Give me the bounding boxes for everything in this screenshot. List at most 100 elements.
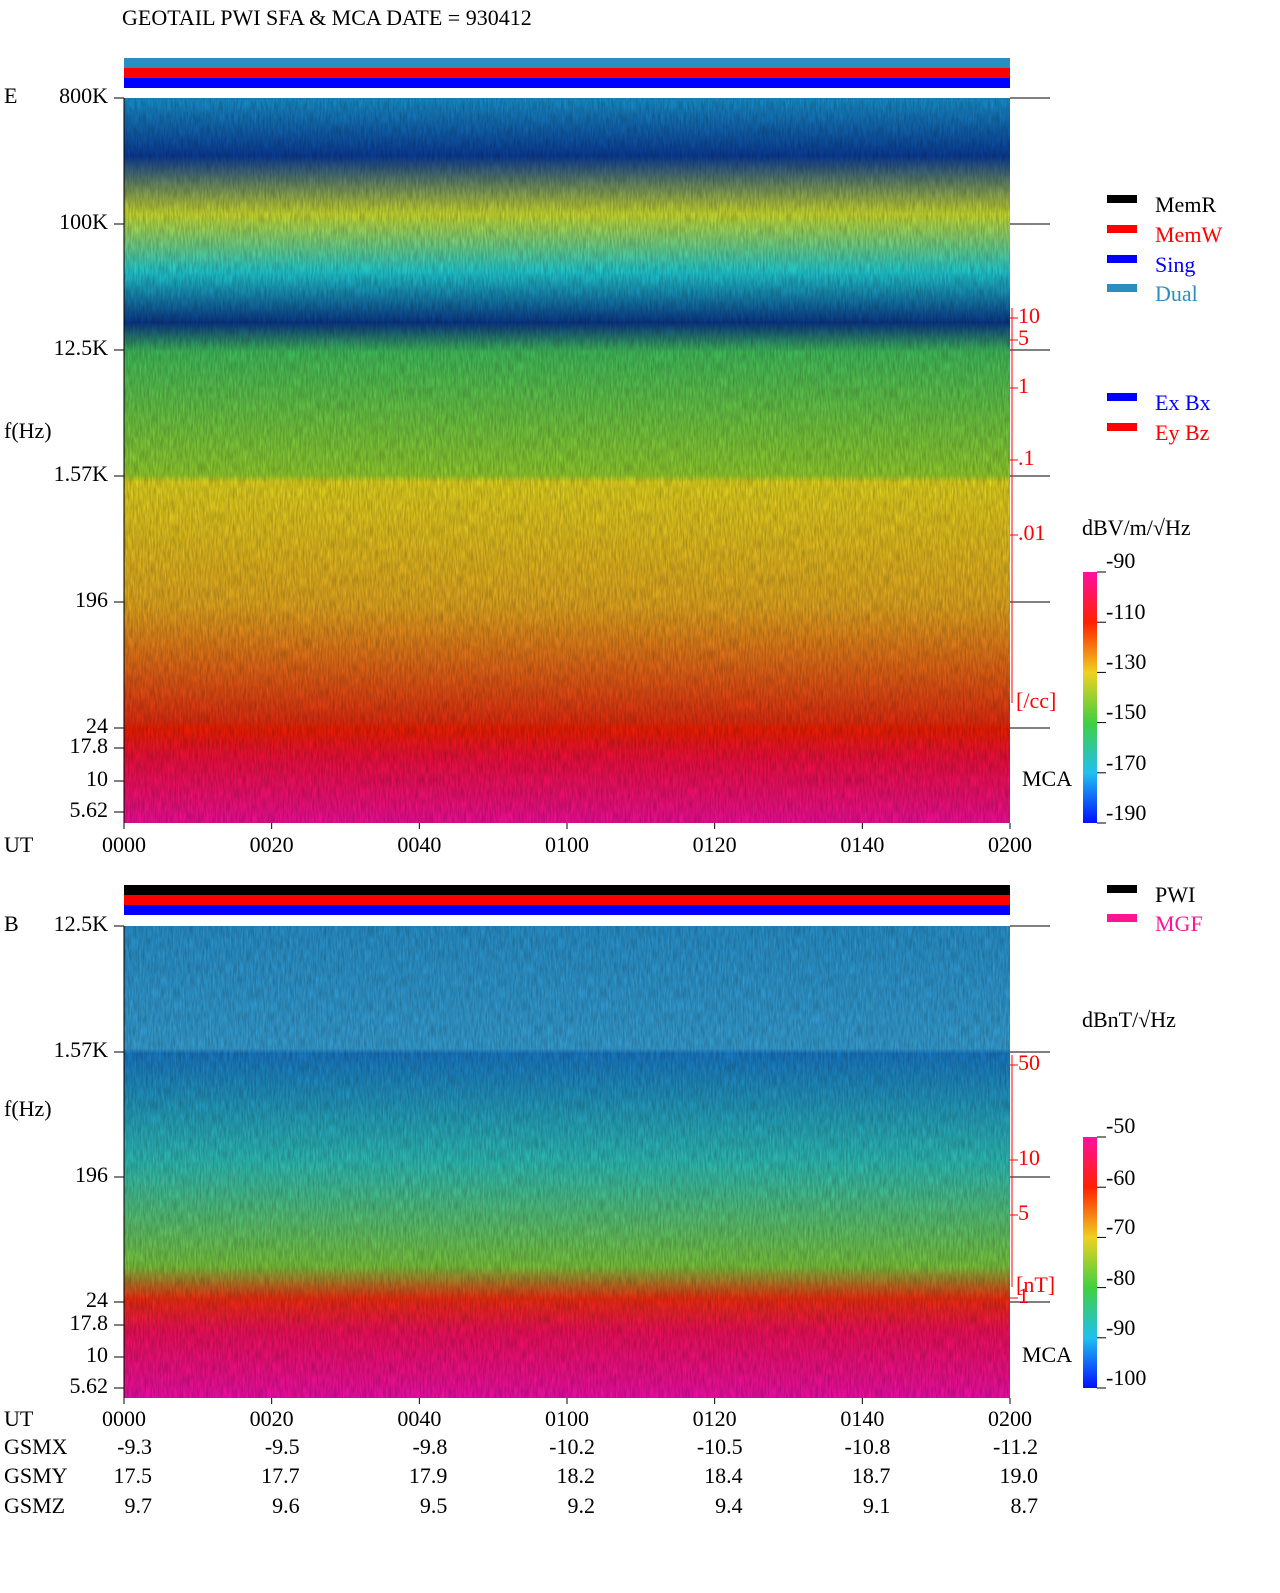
orbit-value: 17.9: [409, 1463, 448, 1488]
density-tick-label: .01: [1018, 520, 1046, 545]
x-tick-label: 0020: [250, 1406, 294, 1431]
legend-label: Ey Bz: [1155, 420, 1210, 445]
y-tick-label: 100K: [59, 209, 108, 234]
y-tick-label: 12.5K: [54, 911, 109, 936]
density-tick-label: 5: [1018, 325, 1029, 350]
y-tick-label: 5.62: [70, 797, 109, 822]
x-tick-label: 0000: [102, 1406, 146, 1431]
panel-label: E: [4, 83, 17, 108]
legend-swatch: [1107, 423, 1137, 431]
density-tick-label: 10: [1018, 303, 1040, 328]
orbit-value: -9.8: [413, 1434, 448, 1459]
y-tick-label: 196: [75, 587, 108, 612]
y-tick-label: 17.8: [70, 733, 109, 758]
orbit-value: 17.7: [261, 1463, 300, 1488]
orbit-value: 9.1: [863, 1493, 891, 1518]
orbit-value: 9.6: [272, 1493, 300, 1518]
legend-label: MemR: [1155, 192, 1216, 217]
spectrogram-texture: [124, 98, 1010, 823]
mode-bar: [124, 885, 1010, 895]
orbit-value: -9.3: [117, 1434, 152, 1459]
legend-swatch: [1107, 914, 1137, 922]
x-tick-label: 0120: [693, 832, 737, 857]
y-axis-label: f(Hz): [4, 1096, 52, 1121]
orbit-value: 9.2: [568, 1493, 596, 1518]
density-tick-label: .1: [1018, 445, 1035, 470]
colorbar-label: -190: [1106, 800, 1146, 825]
y-tick-label: 5.62: [70, 1373, 109, 1398]
mode-bar: [124, 905, 1010, 915]
y-axis-label: f(Hz): [4, 418, 52, 443]
legend-label: Ex Bx: [1155, 390, 1211, 415]
spectrogram-texture: [124, 926, 1010, 1398]
colorbar-title: dBnT/√Hz: [1082, 1007, 1176, 1032]
x-tick-label: 0040: [397, 832, 441, 857]
y-tick-label: 800K: [59, 83, 108, 108]
mode-bar: [124, 68, 1010, 78]
legend-swatch: [1107, 255, 1137, 263]
mode-bar: [124, 78, 1010, 88]
colorbar-label: -70: [1106, 1214, 1135, 1239]
y-tick-label: 24: [86, 1287, 108, 1312]
x-tick-label: 0100: [545, 1406, 589, 1431]
density-tick-label: 5: [1018, 1200, 1029, 1225]
y-tick-label: 1.57K: [54, 461, 109, 486]
orbit-value: 18.4: [704, 1463, 743, 1488]
density-tick-label: 1: [1018, 373, 1029, 398]
x-tick-label: 0200: [988, 1406, 1032, 1431]
x-axis-label: UT: [4, 832, 34, 857]
density-tick-label: 10: [1018, 1145, 1040, 1170]
x-tick-label: 0140: [840, 832, 884, 857]
density-tick-label: 1: [1018, 1283, 1029, 1308]
legend-swatch: [1107, 885, 1137, 893]
orbit-value: 9.7: [125, 1493, 153, 1518]
colorbar-label: -60: [1106, 1165, 1135, 1190]
colorbar: [1083, 572, 1097, 823]
y-tick-label: 196: [75, 1162, 108, 1187]
orbit-label: GSMZ: [4, 1493, 65, 1518]
orbit-label: GSMX: [4, 1434, 68, 1459]
colorbar-label: -100: [1106, 1365, 1146, 1390]
orbit-value: -9.5: [265, 1434, 300, 1459]
orbit-value: -10.5: [697, 1434, 743, 1459]
orbit-value: 18.7: [852, 1463, 891, 1488]
y-tick-label: 12.5K: [54, 335, 109, 360]
density-unit: [nT]: [1016, 1272, 1055, 1297]
x-tick-label: 0120: [693, 1406, 737, 1431]
title: GEOTAIL PWI SFA & MCA DATE = 930412: [122, 5, 532, 30]
legend-label: MemW: [1155, 222, 1222, 247]
mca-label: MCA: [1022, 1342, 1072, 1367]
x-tick-label: 0140: [840, 1406, 884, 1431]
y-tick-label: 1.57K: [54, 1037, 109, 1062]
legend-swatch: [1107, 225, 1137, 233]
x-tick-label: 0040: [397, 1406, 441, 1431]
x-axis-label: UT: [4, 1406, 34, 1431]
legend-label: Dual: [1155, 281, 1198, 306]
colorbar-label: -90: [1106, 1315, 1135, 1340]
density-tick-label: 50: [1018, 1050, 1040, 1075]
legend-label: MGF: [1155, 911, 1203, 936]
colorbar-label: -80: [1106, 1265, 1135, 1290]
y-tick-label: 17.8: [70, 1310, 109, 1335]
colorbar-label: -130: [1106, 649, 1146, 674]
y-tick-label: 24: [86, 713, 108, 738]
orbit-value: 17.5: [114, 1463, 153, 1488]
orbit-value: 9.5: [420, 1493, 448, 1518]
orbit-value: 19.0: [1000, 1463, 1039, 1488]
y-tick-label: 10: [86, 766, 108, 791]
orbit-value: -11.2: [993, 1434, 1038, 1459]
colorbar-label: -170: [1106, 750, 1146, 775]
legend-swatch: [1107, 195, 1137, 203]
density-unit: [/cc]: [1016, 688, 1056, 713]
colorbar: [1083, 1137, 1097, 1388]
y-tick-label: 10: [86, 1342, 108, 1367]
orbit-value: -10.8: [845, 1434, 891, 1459]
orbit-value: -10.2: [549, 1434, 595, 1459]
colorbar-label: -50: [1106, 1113, 1135, 1138]
legend-swatch: [1107, 284, 1137, 292]
panel-label: B: [4, 911, 19, 936]
orbit-value: 9.4: [715, 1493, 743, 1518]
x-tick-label: 0000: [102, 832, 146, 857]
x-tick-label: 0100: [545, 832, 589, 857]
orbit-label: GSMY: [4, 1463, 68, 1488]
